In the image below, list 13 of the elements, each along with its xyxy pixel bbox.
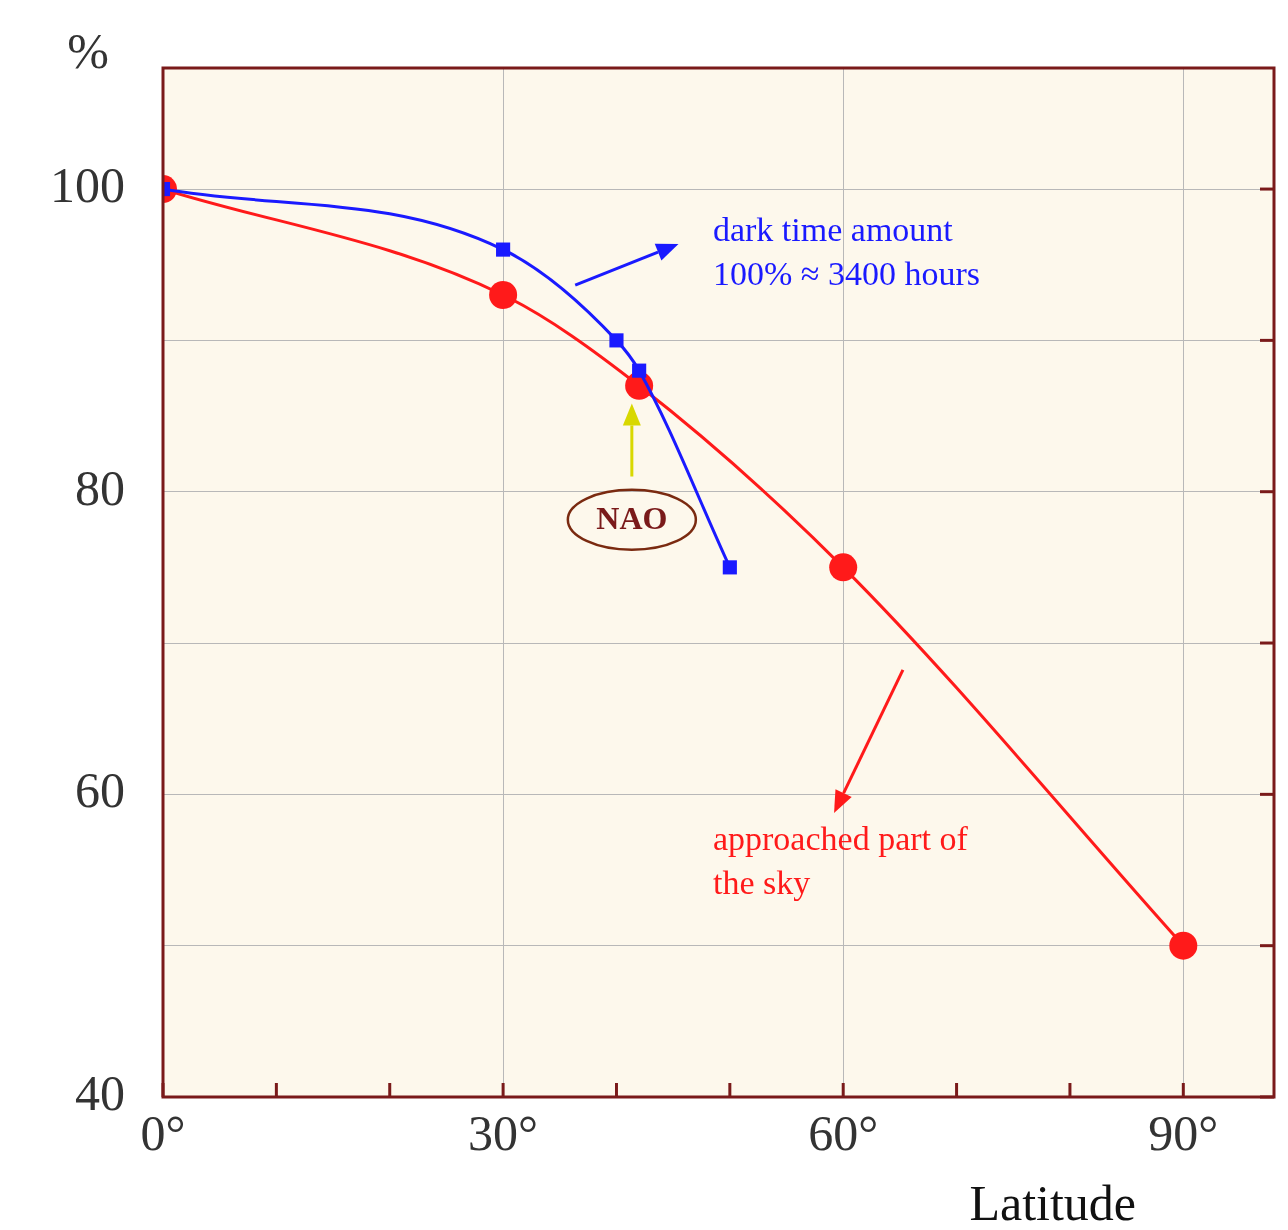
- legend-label: dark time amount 100% ≈ 3400 hours: [712, 211, 980, 293]
- y-tick-label: 40: [75, 1065, 125, 1122]
- y-tick-label: 100: [50, 157, 125, 214]
- x-tick-label: 90°: [1148, 1105, 1219, 1162]
- y-tick-label: 60: [75, 762, 125, 819]
- y-axis-title: %: [67, 23, 109, 80]
- x-tick-label: 30°: [468, 1105, 539, 1162]
- y-tick-label: 80: [75, 459, 125, 516]
- text: approached part of the sky: [712, 820, 969, 902]
- x-axis-title: Latitude: [969, 1175, 1136, 1230]
- x-tick-label: 60°: [808, 1105, 879, 1162]
- x-tick-label: 0°: [140, 1105, 186, 1162]
- annotation: NAO: [596, 500, 668, 536]
